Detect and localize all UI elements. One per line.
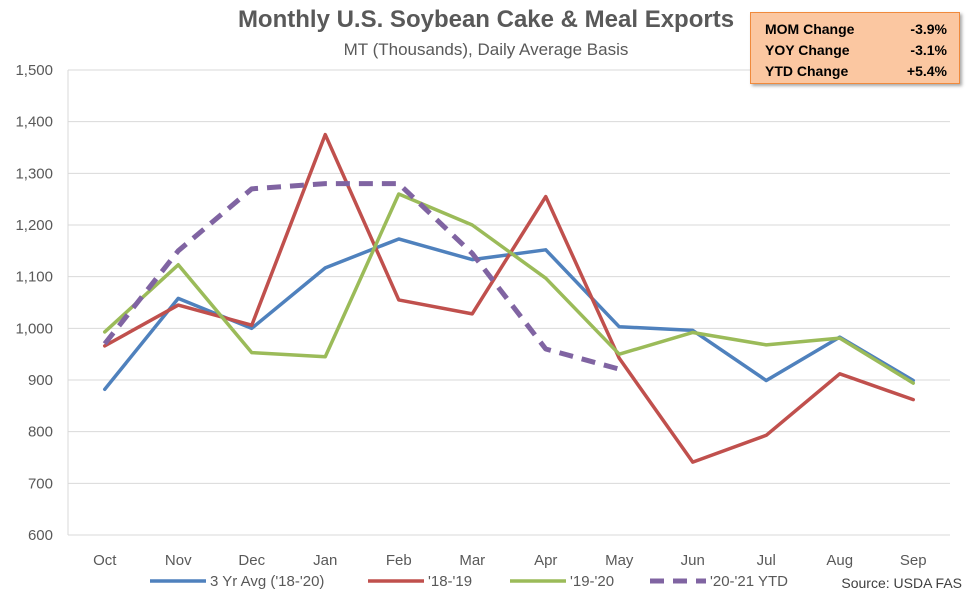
y-tick-label: 1,000 [15,320,53,337]
x-tick-label: Feb [386,552,412,569]
x-tick-label: Jan [313,552,337,569]
y-tick-label: 1,200 [15,217,53,234]
stat-label: YOY Change [765,42,850,58]
change-summary-box: MOM Change -3.9% YOY Change -3.1% YTD Ch… [750,12,960,84]
axes: 600 700 800 900 1,000 1,100 1,200 1,300 1,400 1,5… [15,62,926,569]
stat-value: +5.4% [906,63,947,79]
stat-row-ytd: YTD Change +5.4% [765,61,947,82]
x-tick-label: Aug [826,552,853,569]
y-tick-label: 600 [28,527,53,544]
legend-label: 3 Yr Avg ('18-'20) [210,573,324,590]
x-tick-label: Mar [459,552,485,569]
chart-subtitle: MT (Thousands), Daily Average Basis [343,40,629,59]
stat-row-mom: MOM Change -3.9% [765,19,947,40]
x-tick-label: Oct [93,552,117,569]
stat-value: -3.9% [910,21,947,37]
x-tick-label: Apr [534,552,557,569]
chart-title: Monthly U.S. Soybean Cake & Meal Exports [237,6,735,33]
y-tick-label: 1,300 [15,165,53,182]
y-tick-label: 1,500 [15,62,53,79]
stat-value: -3.1% [910,42,947,58]
x-tick-label: Jul [757,552,776,569]
legend-label: '19-'20 [570,573,614,590]
legend: 3 Yr Avg ('18-'20) '18-'19 '19-'20 '20-'21 … [150,573,788,590]
stat-row-yoy: YOY Change -3.1% [765,40,947,61]
x-tick-label: Jun [681,552,705,569]
stat-label: MOM Change [765,21,855,37]
gridlines [68,69,950,536]
x-tick-label: Nov [165,552,192,569]
x-tick-label: Sep [900,552,927,569]
source-note: Source: USDA FAS [841,575,962,591]
x-tick-label: Dec [238,552,265,569]
y-tick-label: 800 [28,424,53,441]
y-tick-label: 1,400 [15,114,53,131]
series-line [103,192,915,385]
legend-label: '18-'19 [428,573,472,590]
series-lines [102,132,915,464]
series-line [103,132,915,464]
y-tick-label: 900 [28,372,53,389]
x-tick-label: May [605,552,634,569]
y-tick-label: 1,100 [15,269,53,286]
stat-label: YTD Change [765,63,849,79]
series-line [102,181,620,372]
series-line [103,237,915,392]
y-tick-label: 700 [28,475,53,492]
legend-label: '20-'21 YTD [710,573,788,590]
